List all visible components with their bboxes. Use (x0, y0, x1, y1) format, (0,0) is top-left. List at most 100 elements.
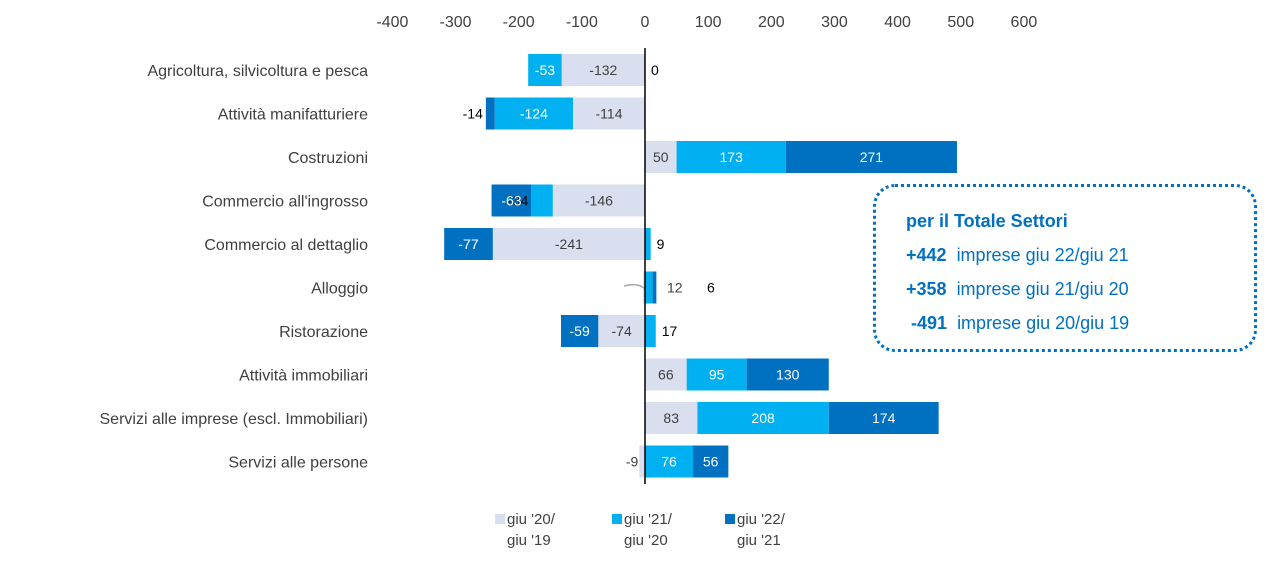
data-label: -132 (589, 62, 617, 78)
bar-segment (692, 445, 729, 478)
bar-segment (828, 402, 939, 434)
bar-segment (645, 315, 656, 347)
category-labels: Agricoltura, silvicoltura e pesca Attivit… (100, 63, 369, 472)
bar-segment (785, 141, 957, 173)
bar-segment (598, 315, 645, 347)
data-label: 66 (658, 367, 674, 383)
callout-row: +358 imprese giu 21/giu 20 (906, 279, 1129, 300)
data-label: -77 (458, 236, 478, 252)
bar-segment (528, 54, 562, 86)
category-label: Alloggio (311, 281, 368, 298)
callout-value: -491 (911, 313, 948, 333)
legend: giu '20/giu '19 giu '21/giu '20 giu '22/gi… (495, 511, 786, 549)
data-label: 6 (707, 280, 715, 296)
data-label: 17 (662, 323, 678, 339)
data-label: -124 (520, 106, 548, 122)
bar-segment (746, 358, 829, 391)
category-label: Attività immobiliari (239, 368, 368, 385)
callout-title: per il Totale Settori (906, 211, 1068, 231)
data-label: 12 (667, 280, 683, 296)
data-label: -14 (463, 106, 483, 122)
bar-segment (676, 141, 786, 173)
legend-label: giu '20/ (507, 511, 556, 528)
bar-segment (561, 54, 645, 86)
bar-segment (573, 97, 645, 130)
bar-segment (697, 402, 829, 434)
x-axis-ticks: -400 -300 -200 -100 0 100 200 300 400 500 600 (376, 14, 1037, 31)
callout-value: +358 (906, 279, 947, 299)
data-label: 130 (776, 367, 800, 383)
bar-segment (645, 271, 653, 304)
bar-segment (645, 141, 677, 173)
data-label: -114 (596, 106, 623, 122)
x-tick-label: -100 (566, 14, 598, 31)
data-label: 95 (709, 367, 725, 383)
data-label: 271 (860, 149, 884, 165)
data-label: 76 (661, 454, 677, 470)
data-label: -241 (555, 236, 583, 252)
bars (444, 54, 957, 478)
callout-text: imprese giu 20/giu 19 (957, 313, 1130, 333)
data-label: -74 (612, 323, 632, 339)
bar-segment (491, 184, 532, 217)
x-tick-label: 100 (695, 14, 722, 31)
bar-segment (552, 184, 645, 217)
data-label: -34 (508, 193, 528, 209)
category-label: Commercio all'ingrosso (202, 194, 368, 211)
bar-segment (645, 445, 693, 478)
bar-segment (531, 184, 553, 217)
callout-text: imprese giu 21/giu 20 (956, 279, 1129, 299)
data-labels: -132 -53 0 -114 -124 -14 50 173 271 -146 -34-63 -24… (458, 62, 895, 470)
category-label: Costruzioni (288, 150, 368, 167)
bar-segment (485, 97, 495, 130)
data-label: -63 (501, 193, 521, 209)
bar-segment (639, 445, 645, 478)
legend-swatch (725, 514, 735, 524)
x-tick-label: 400 (884, 14, 911, 31)
legend-swatch (495, 514, 505, 524)
category-label: Ristorazione (279, 324, 368, 341)
bar-segment (645, 402, 698, 434)
x-tick-label: 0 (641, 14, 650, 31)
data-label: -59 (570, 323, 590, 339)
bar-segment (645, 358, 687, 391)
legend-label: giu '21 (737, 532, 781, 549)
data-label: 50 (653, 149, 669, 165)
callout-row: -491 imprese giu 20/giu 19 (906, 313, 1129, 334)
data-label: -53 (535, 62, 555, 78)
data-label: 208 (751, 410, 775, 426)
leader-line (623, 283, 647, 291)
callout-row: +442 imprese giu 22/giu 21 (906, 245, 1129, 266)
data-label: 9 (657, 236, 665, 252)
bar-segment (652, 271, 657, 304)
category-label: Attività manifatturiere (218, 107, 368, 124)
category-label: Commercio al dettaglio (204, 237, 368, 254)
callout-text: imprese giu 22/giu 21 (956, 245, 1129, 265)
x-tick-label: 500 (947, 14, 974, 31)
x-tick-label: -400 (376, 14, 408, 31)
bar-segment (494, 97, 574, 130)
legend-label: giu '19 (507, 532, 551, 549)
legend-swatch (612, 514, 622, 524)
bar-segment (645, 228, 651, 260)
bar-segment (492, 228, 645, 260)
data-label: 173 (720, 149, 744, 165)
bar-segment (561, 315, 599, 347)
total-sectors-callout: per il Totale Settori +442 imprese giu 2… (873, 184, 1257, 352)
data-label: 56 (703, 454, 719, 470)
legend-label: giu '22/ (737, 511, 786, 528)
legend-label: giu '21/ (624, 511, 673, 528)
data-label: -9 (626, 454, 639, 470)
data-label: 174 (872, 410, 896, 426)
x-tick-label: 600 (1011, 14, 1038, 31)
x-tick-label: 300 (821, 14, 848, 31)
category-label: Agricoltura, silvicoltura e pesca (147, 63, 368, 80)
data-label: -146 (585, 193, 613, 209)
x-tick-label: -200 (503, 14, 535, 31)
x-tick-label: 200 (758, 14, 785, 31)
callout-value: +442 (906, 245, 947, 265)
x-tick-label: -300 (440, 14, 472, 31)
data-label: 83 (663, 410, 679, 426)
bar-segment (444, 228, 493, 260)
